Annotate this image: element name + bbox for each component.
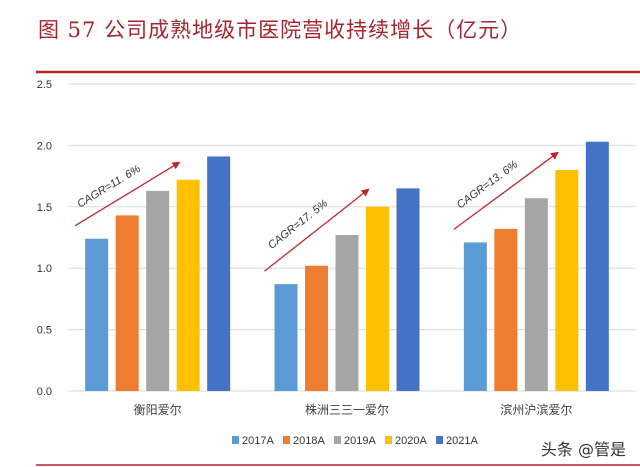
bar-2021A-1 bbox=[396, 188, 420, 391]
category-label: 衡阳爱尔 bbox=[134, 402, 182, 417]
legend-label-2017A: 2017A bbox=[242, 435, 274, 447]
bar-2018A-2 bbox=[494, 228, 518, 391]
bar-2021A-0 bbox=[207, 156, 231, 391]
legend-label-2019A: 2019A bbox=[344, 435, 376, 447]
bar-2020A-1 bbox=[366, 206, 389, 391]
bar-2017A-1 bbox=[274, 284, 298, 391]
bar-2019A-1 bbox=[335, 235, 359, 391]
legend: 2017A 2018A 2019A 2020A 2021A bbox=[232, 435, 478, 447]
bars bbox=[85, 141, 609, 391]
legend-label-2020A: 2020A bbox=[395, 435, 427, 447]
chart-title: 图 57 公司成熟地级市医院营收持续增长（亿元） bbox=[38, 18, 523, 42]
cagr-label: CAGR=17. 5% bbox=[266, 197, 331, 251]
cagr-arrow bbox=[74, 161, 181, 227]
category-label: 滨州沪滨爱尔 bbox=[500, 402, 572, 417]
y-tick-label: 0.5 bbox=[37, 325, 52, 337]
bar-2018A-1 bbox=[305, 265, 328, 391]
legend-swatch-2018A bbox=[283, 436, 290, 444]
legend-label-2018A: 2018A bbox=[293, 435, 325, 447]
cagr-arrow bbox=[264, 188, 370, 272]
bar-2020A-2 bbox=[555, 169, 579, 391]
cagr-label: CAGR=13. 6% bbox=[455, 158, 521, 211]
legend-swatch-2017A bbox=[232, 436, 239, 444]
bar-2021A-2 bbox=[585, 141, 609, 391]
cagr-label: CAGR=11. 6% bbox=[75, 163, 143, 211]
cagr-arrow bbox=[453, 151, 559, 230]
watermark: 头条 @管是 bbox=[540, 440, 626, 459]
y-tick-label: 2.0 bbox=[37, 140, 52, 152]
bar-2019A-2 bbox=[524, 198, 548, 391]
legend-swatch-2019A bbox=[334, 436, 341, 444]
y-tick-label: 1.0 bbox=[37, 263, 52, 275]
legend-swatch-2021A bbox=[436, 436, 443, 444]
legend-label-2021A: 2021A bbox=[446, 435, 478, 447]
bar-2018A-0 bbox=[115, 215, 139, 391]
bar-2017A-0 bbox=[85, 238, 109, 391]
y-tick-label: 2.5 bbox=[37, 79, 52, 91]
y-tick-label: 0.0 bbox=[37, 386, 52, 398]
bar-2019A-0 bbox=[146, 190, 170, 391]
y-axis-ticks: 0.0 0.5 1.0 1.5 2.0 2.5 bbox=[37, 79, 52, 398]
bar-2020A-0 bbox=[176, 179, 200, 391]
x-axis-categories: 衡阳爱尔 株洲三三一爱尔 滨州沪滨爱尔 bbox=[134, 402, 573, 417]
bar-2017A-2 bbox=[463, 242, 487, 391]
y-tick-label: 1.5 bbox=[37, 202, 52, 214]
legend-swatch-2020A bbox=[385, 436, 392, 444]
category-label: 株洲三三一爱尔 bbox=[305, 402, 389, 417]
